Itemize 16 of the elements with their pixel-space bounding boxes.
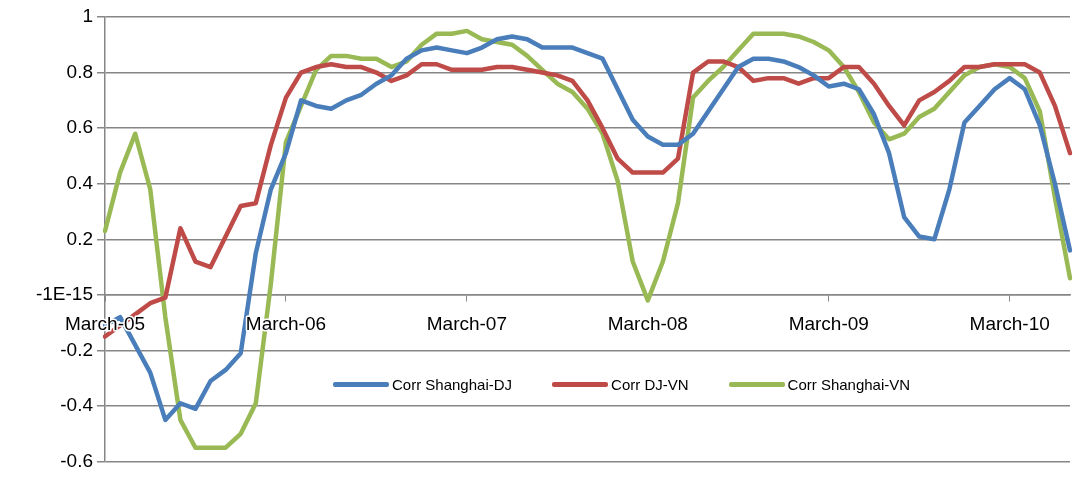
x-tick-label: March-07 [426,313,507,335]
y-tick-label: 0.4 [66,171,94,193]
y-tick-label: -0.2 [60,338,93,360]
legend-label: Corr Shanghai-VN [787,376,911,393]
y-tick-label: -0.6 [60,449,93,471]
y-tick-label: 0.6 [66,116,93,138]
x-tick-label: March-08 [607,313,688,335]
y-tick-label: -1E-15 [35,283,93,305]
y-tick-label: -0.4 [60,394,94,416]
y-tick-label: 0.8 [66,60,93,82]
legend-label: Corr Shanghai-DJ [392,376,513,393]
y-tick-label: 1 [82,5,93,27]
x-tick-label: March-10 [969,313,1050,335]
y-tick-label: 0.2 [66,227,93,249]
legend-label: Corr DJ-VN [611,376,689,393]
x-tick-label: March-09 [788,313,869,335]
